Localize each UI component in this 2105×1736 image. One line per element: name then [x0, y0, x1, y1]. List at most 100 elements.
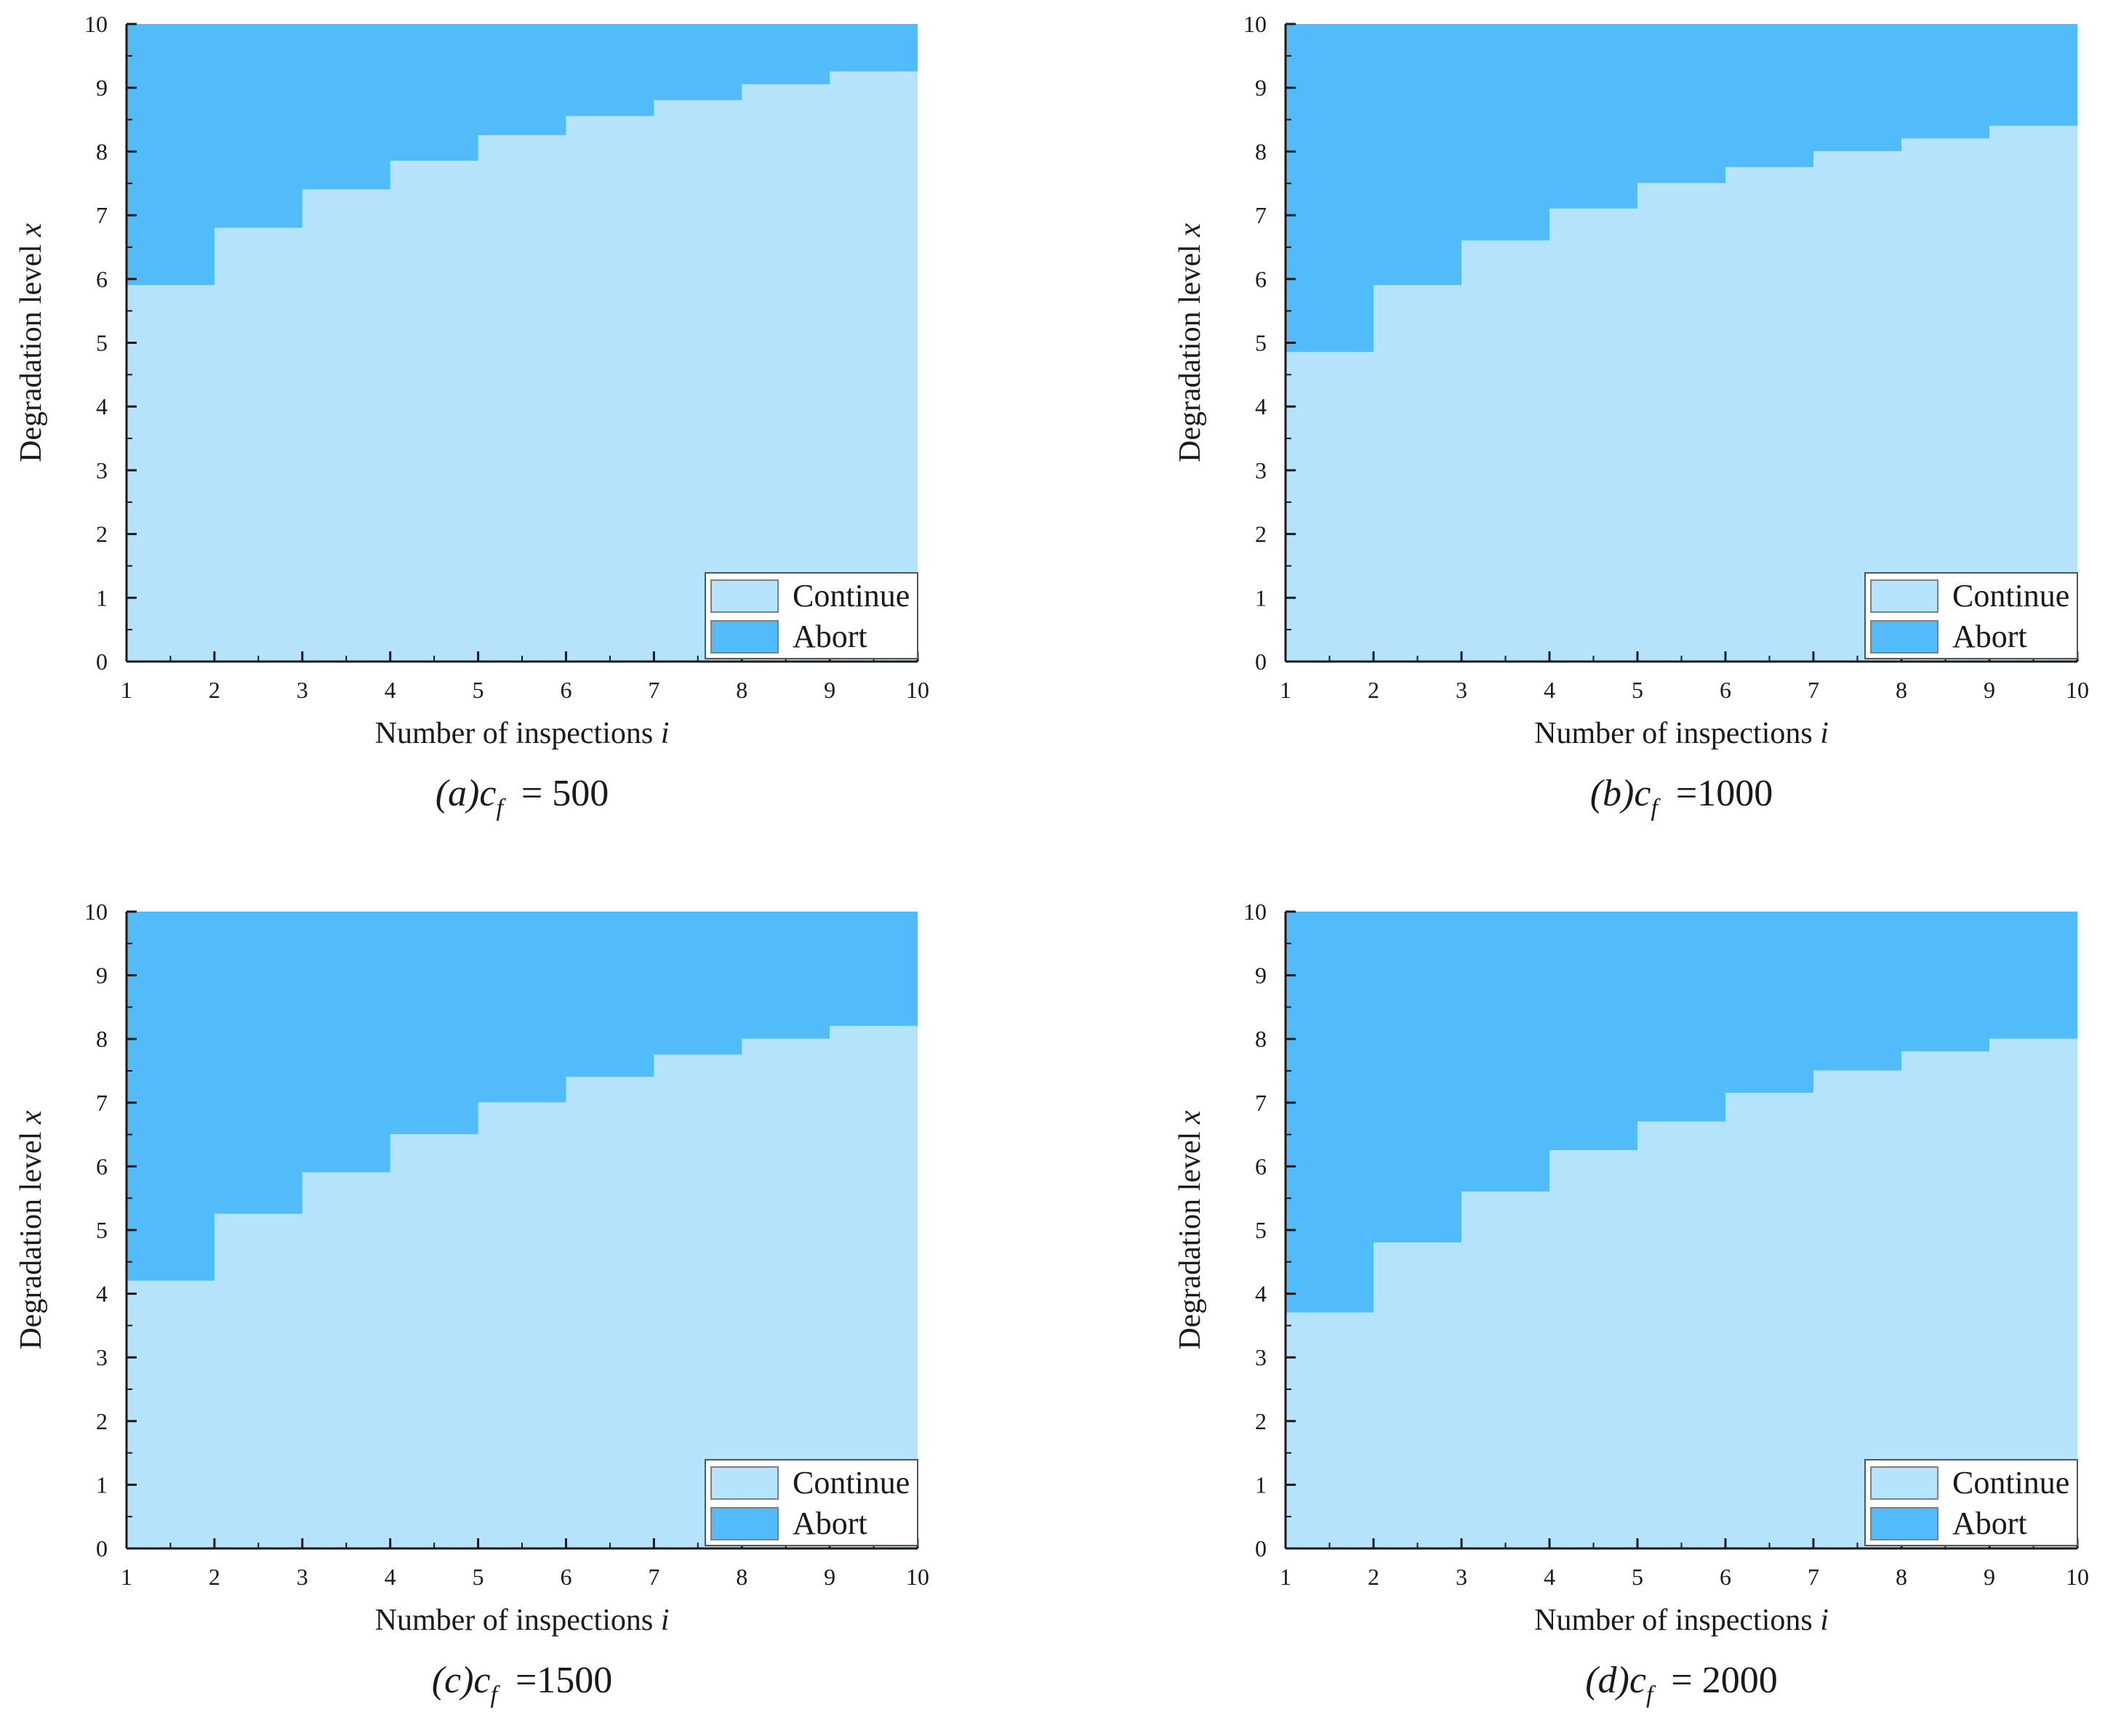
x-tick-label: 2: [209, 677, 220, 703]
caption-param-subscript: f: [1646, 1681, 1656, 1708]
y-tick-label: 7: [96, 1090, 108, 1116]
y-tick-label: 6: [96, 266, 108, 292]
x-tick-label: 1: [1280, 677, 1291, 703]
x-axis-title: Number of inspections i: [1534, 717, 1829, 750]
y-tick-label: 2: [96, 1408, 108, 1434]
x-tick-label: 3: [1456, 1564, 1467, 1590]
y-tick-label: 10: [1243, 11, 1267, 37]
continue-region: [1286, 126, 2077, 662]
legend-swatch-continue: [710, 1466, 779, 1500]
x-axis-title-text: Number of inspections: [375, 717, 661, 750]
y-axis-title: Degradation level x: [1174, 1110, 1207, 1349]
x-axis-title: Number of inspections i: [375, 1604, 670, 1637]
legend-label-continue: Continue: [1952, 1465, 2069, 1500]
y-tick-label: 0: [1255, 648, 1267, 675]
x-tick-label: 2: [209, 1564, 220, 1590]
panel-caption: (c)cf =1500: [432, 1660, 613, 1708]
legend-label-abort: Abort: [1952, 619, 2027, 654]
x-tick-label: 7: [648, 1564, 659, 1590]
legend-swatch-abort: [710, 1507, 779, 1540]
y-tick-label: 6: [96, 1153, 108, 1179]
caption-param: c: [1634, 773, 1651, 814]
y-tick-label: 10: [84, 899, 108, 925]
x-tick-label: 5: [1632, 1564, 1643, 1590]
x-tick-label: 9: [824, 1564, 835, 1590]
x-tick-label: 4: [385, 677, 396, 703]
y-axis-title-var: x: [1174, 223, 1207, 238]
y-tick-label: 0: [96, 1535, 108, 1562]
y-tick-label: 4: [96, 393, 108, 419]
x-axis-title-text: Number of inspections: [1534, 717, 1820, 750]
panel-caption: (b)cf =1000: [1590, 773, 1773, 821]
y-axis-title-var: x: [15, 223, 48, 238]
caption-param-subscript: f: [496, 795, 506, 821]
legend-label-abort: Abort: [793, 619, 867, 654]
x-tick-label: 2: [1368, 1564, 1379, 1590]
legend-swatch-continue: [1870, 579, 1938, 613]
y-tick-label: 9: [1255, 963, 1267, 989]
y-tick-label: 3: [96, 1344, 108, 1370]
legend: Continue Abort: [1864, 1459, 2078, 1546]
x-tick-label: 7: [1808, 1564, 1819, 1590]
panel-caption: (a)cf = 500: [436, 773, 609, 821]
y-tick-label: 1: [1255, 1471, 1267, 1498]
y-tick-label: 6: [1255, 266, 1267, 292]
x-tick-label: 10: [906, 1564, 929, 1590]
legend-swatch-abort: [1870, 620, 1938, 654]
caption-param-subscript: f: [491, 1681, 501, 1708]
x-axis-title-var: i: [1820, 717, 1829, 750]
y-tick-label: 9: [1255, 75, 1267, 101]
y-axis-title: Degradation level x: [15, 223, 48, 462]
y-tick-label: 5: [1255, 330, 1267, 356]
y-tick-label: 8: [1255, 138, 1267, 164]
caption-panel-label: (b): [1590, 773, 1635, 814]
x-tick-label: 1: [121, 677, 132, 703]
x-tick-label: 6: [560, 1564, 572, 1590]
caption-value: =1500: [506, 1660, 612, 1701]
x-axis-title-var: i: [1820, 1604, 1829, 1637]
x-tick-label: 5: [1632, 677, 1643, 703]
caption-value: = 2000: [1661, 1660, 1777, 1701]
x-tick-label: 3: [1456, 677, 1467, 703]
x-tick-label: 2: [1368, 677, 1379, 703]
x-tick-label: 10: [2066, 677, 2089, 703]
caption-param-subscript: f: [1651, 795, 1661, 821]
caption-param: c: [1629, 1660, 1646, 1701]
y-tick-label: 10: [84, 11, 108, 37]
caption-param: c: [473, 1660, 490, 1701]
legend-swatch-continue: [710, 579, 779, 613]
y-tick-label: 8: [96, 138, 108, 164]
legend-label-abort: Abort: [793, 1506, 867, 1541]
y-tick-label: 0: [96, 648, 108, 675]
x-tick-label: 10: [2066, 1564, 2089, 1590]
y-tick-label: 1: [96, 584, 108, 611]
y-axis-title-text: Degradation level: [1174, 1124, 1207, 1349]
x-axis-title: Number of inspections i: [375, 717, 670, 750]
x-axis-title: Number of inspections i: [1534, 1604, 1829, 1637]
legend-swatch-continue: [1870, 1466, 1938, 1500]
x-tick-label: 6: [560, 677, 572, 703]
y-axis-title-var: x: [1174, 1110, 1207, 1125]
y-tick-label: 4: [96, 1281, 108, 1307]
y-tick-label: 7: [96, 202, 108, 228]
y-tick-label: 3: [96, 457, 108, 483]
caption-param: c: [479, 773, 496, 814]
y-tick-label: 0: [1255, 1535, 1267, 1562]
caption-panel-label: (d): [1585, 1660, 1629, 1701]
y-axis-title: Degradation level x: [1174, 223, 1207, 462]
y-tick-label: 6: [1255, 1153, 1267, 1179]
continue-region: [127, 1026, 918, 1548]
y-tick-label: 7: [1255, 1090, 1267, 1116]
x-tick-label: 3: [297, 677, 308, 703]
y-tick-label: 8: [1255, 1026, 1267, 1052]
x-tick-label: 7: [648, 677, 659, 703]
x-axis-title-var: i: [661, 1604, 670, 1637]
y-tick-label: 8: [96, 1026, 108, 1052]
legend-label-continue: Continue: [793, 578, 910, 614]
x-tick-label: 1: [1280, 1564, 1291, 1590]
y-tick-label: 1: [1255, 584, 1267, 611]
x-tick-label: 9: [1984, 1564, 1995, 1590]
